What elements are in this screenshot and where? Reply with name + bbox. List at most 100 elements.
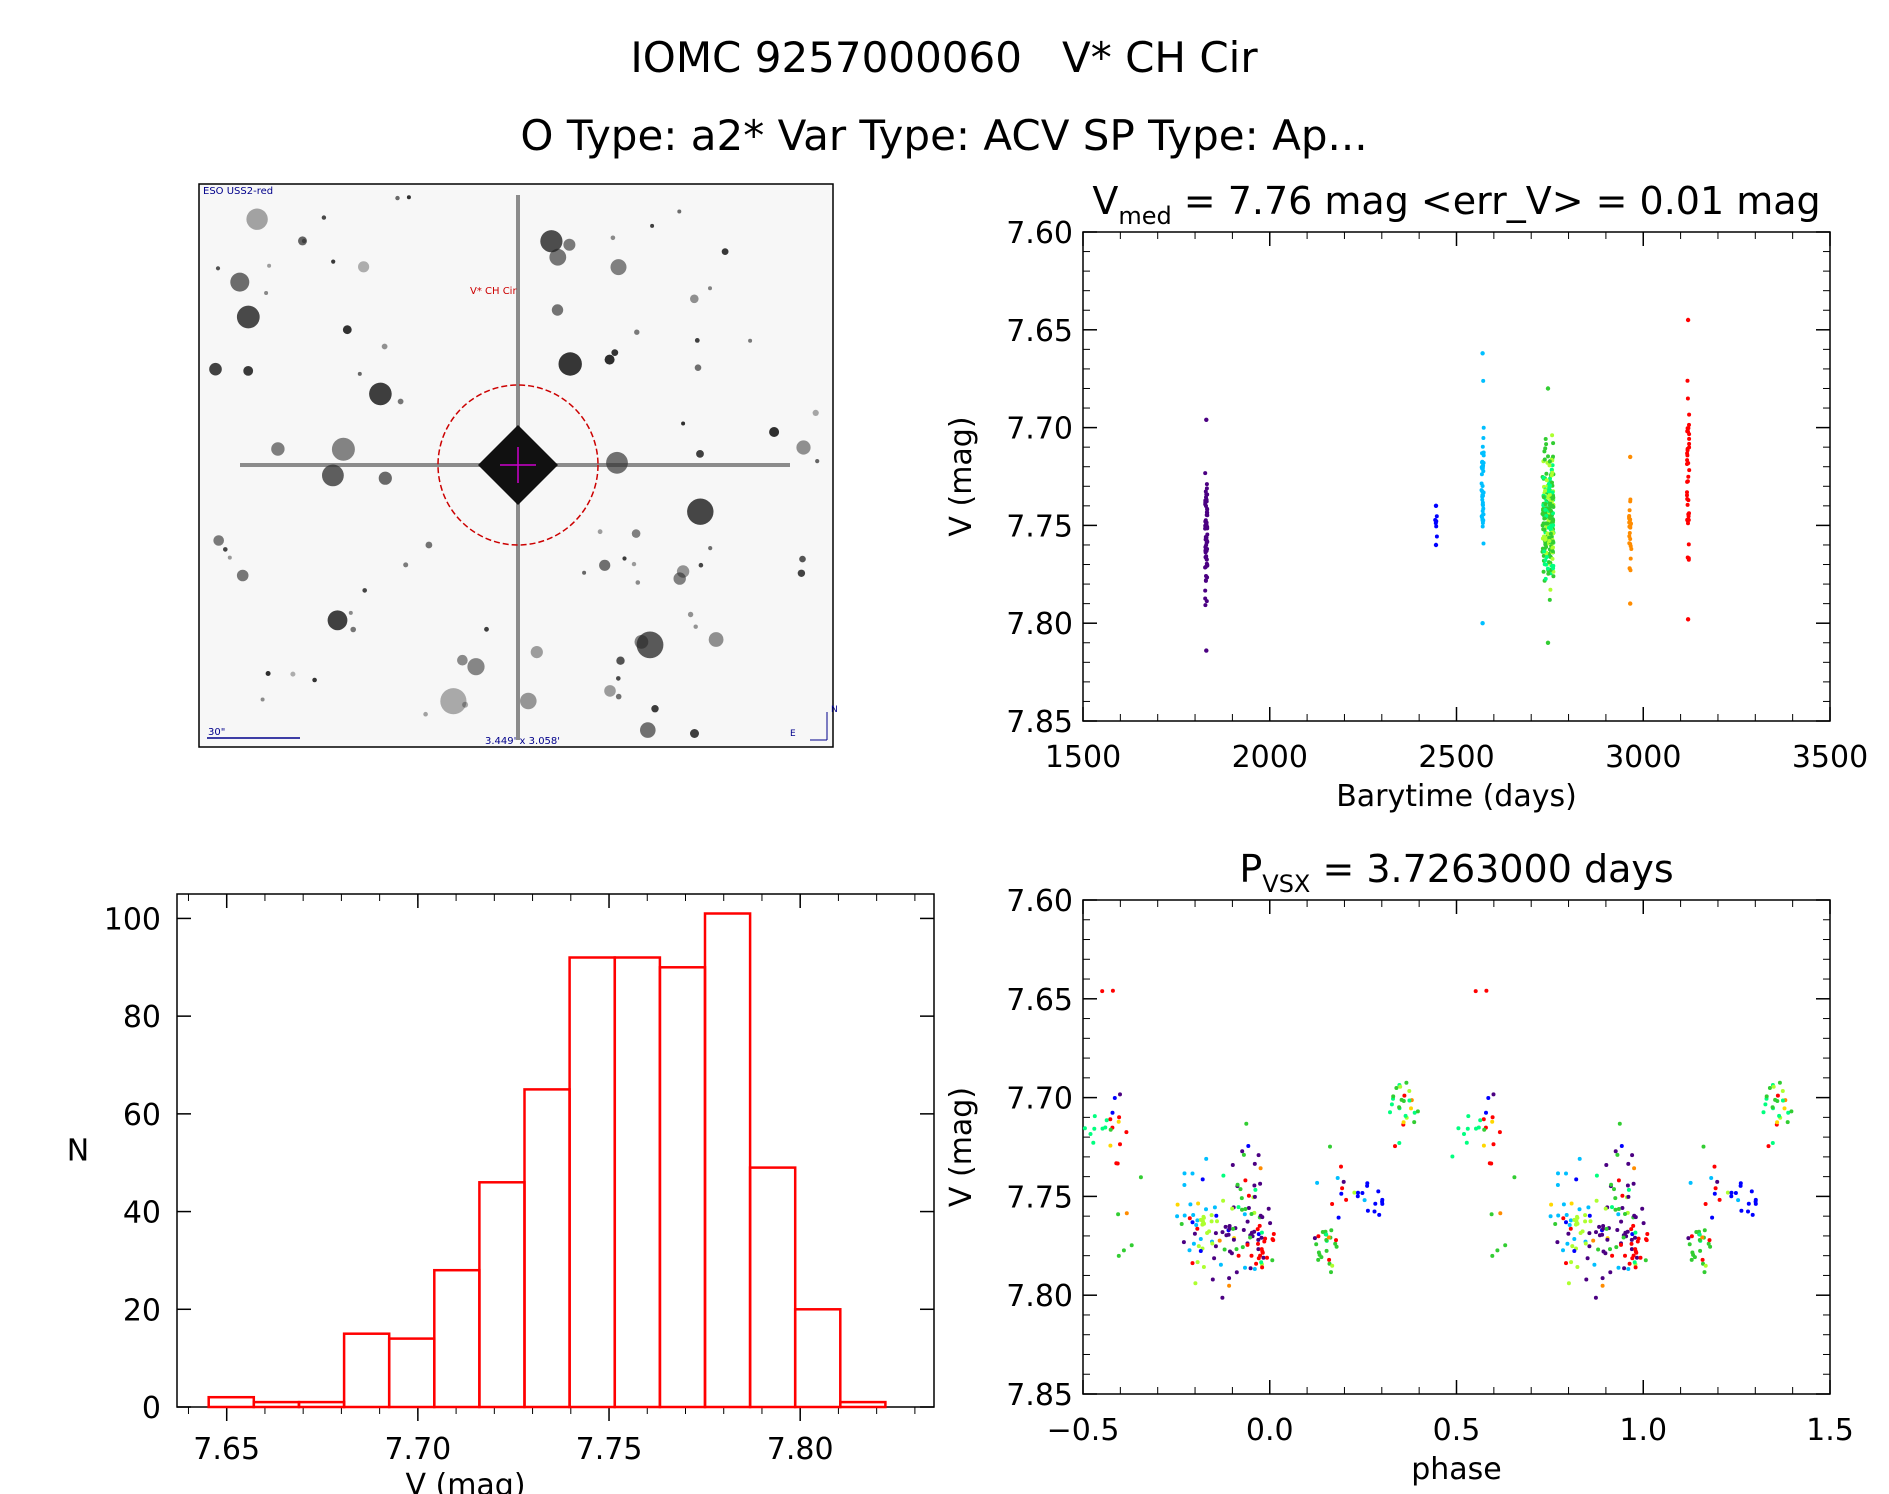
lightcurve-point xyxy=(1628,556,1633,561)
phased-point xyxy=(1252,1194,1257,1199)
lightcurve-xtick-label: 3500 xyxy=(1792,740,1868,775)
background-star xyxy=(708,632,724,647)
phased-point xyxy=(1583,1213,1588,1218)
phased-point xyxy=(1512,1175,1517,1180)
phased-point xyxy=(1462,1132,1466,1136)
phased-point xyxy=(1766,1144,1771,1149)
lightcurve-point xyxy=(1551,523,1556,528)
phased-ytick-label: 7.65 xyxy=(1006,983,1073,1018)
phased-point xyxy=(1583,1219,1588,1224)
lightcurve-xtick-label: 1500 xyxy=(1045,740,1121,775)
phased-point xyxy=(1588,1219,1593,1224)
phased-point xyxy=(1118,1092,1122,1097)
lightcurve-point xyxy=(1205,532,1210,537)
phased-point xyxy=(1632,1213,1637,1218)
histogram-bar xyxy=(433,1268,481,1409)
phased-point xyxy=(1341,1179,1346,1184)
phased-ylabel: V (mag) xyxy=(944,1087,979,1207)
phased-point xyxy=(1175,1214,1180,1219)
phased-point xyxy=(1218,1262,1223,1267)
lightcurve-point xyxy=(1541,521,1546,526)
phased-point xyxy=(1401,1120,1406,1125)
phased-point xyxy=(1271,1238,1276,1243)
phased-point xyxy=(1092,1126,1097,1131)
lightcurve-point xyxy=(1551,545,1555,550)
lightcurve-point xyxy=(1547,489,1552,494)
phased-point xyxy=(1227,1276,1232,1281)
phased-point xyxy=(1561,1248,1565,1253)
lightcurve-point xyxy=(1434,534,1439,539)
phased-point xyxy=(1243,1178,1248,1183)
phased-point xyxy=(1486,1096,1491,1100)
phased-point xyxy=(1196,1244,1201,1249)
phased-point xyxy=(1750,1212,1755,1217)
phased-point xyxy=(1356,1190,1360,1195)
histogram-ytick-label: 80 xyxy=(123,1000,161,1035)
phased-point xyxy=(1616,1212,1621,1217)
phased-point xyxy=(1620,1206,1625,1210)
phased-point xyxy=(1254,1261,1259,1266)
phased-point xyxy=(1112,1096,1117,1100)
phased-point xyxy=(1187,1248,1192,1253)
phased-point xyxy=(1362,1198,1367,1203)
phased-point xyxy=(1703,1263,1708,1268)
phased-point xyxy=(1574,1177,1579,1182)
phased-point xyxy=(1389,1102,1394,1107)
phased-point xyxy=(1738,1183,1743,1188)
phased-point xyxy=(1182,1171,1187,1176)
background-star xyxy=(290,671,296,677)
phased-point xyxy=(1489,1212,1494,1217)
phased-point xyxy=(1712,1164,1717,1169)
background-star xyxy=(348,610,353,615)
phased-point xyxy=(1574,1219,1579,1224)
phased-point xyxy=(1594,1230,1598,1235)
phased-point xyxy=(1497,1130,1502,1135)
lightcurve-point xyxy=(1548,587,1553,592)
phased-plot-frame xyxy=(1082,899,1831,1395)
phased-point xyxy=(1629,1227,1634,1232)
histogram-bar xyxy=(839,1400,887,1409)
background-star xyxy=(423,711,428,717)
phased-xtick-label: 0.5 xyxy=(1433,1413,1481,1448)
lightcurve-point xyxy=(1204,557,1209,562)
lightcurve-point xyxy=(1547,597,1552,602)
phased-point xyxy=(1234,1270,1239,1275)
phased-point xyxy=(1110,988,1115,993)
sky-image-panel: ESO USS2-red V* CH Cir 30" 3.449' x 3.05… xyxy=(198,183,838,748)
histogram-ytick-label: 0 xyxy=(142,1391,161,1426)
phased-point xyxy=(1204,1207,1208,1212)
lightcurve-point xyxy=(1547,463,1552,468)
phased-point xyxy=(1763,1102,1768,1107)
phased-point xyxy=(1725,1190,1730,1195)
phased-point xyxy=(1116,1119,1121,1124)
background-star xyxy=(358,261,370,273)
phased-ytick-label: 7.85 xyxy=(1006,1378,1073,1413)
phased-point xyxy=(1195,1218,1200,1223)
phased-point xyxy=(1221,1198,1226,1203)
lightcurve-point xyxy=(1627,520,1632,525)
phased-point xyxy=(1380,1199,1385,1204)
phased-point xyxy=(1222,1247,1227,1252)
phased-point xyxy=(1365,1183,1370,1188)
background-star xyxy=(636,631,664,659)
background-star xyxy=(350,626,357,633)
phased-point xyxy=(1344,1197,1349,1202)
phased-point xyxy=(1200,1222,1205,1227)
lightcurve-point xyxy=(1543,502,1548,507)
phased-point xyxy=(1213,1231,1218,1236)
phased-point xyxy=(1190,1171,1195,1176)
background-star xyxy=(604,685,616,697)
phased-point xyxy=(1561,1202,1566,1207)
phased-point xyxy=(1625,1183,1630,1188)
lightcurve-point xyxy=(1543,488,1548,493)
phased-point xyxy=(1587,1231,1592,1236)
phased-point xyxy=(1398,1084,1403,1089)
lightcurve-xlabel: Barytime (days) xyxy=(1336,779,1577,814)
phased-point xyxy=(1490,1115,1495,1120)
phased-point xyxy=(1739,1208,1744,1213)
phased-point xyxy=(1215,1219,1219,1224)
phased-point xyxy=(1491,1092,1496,1097)
phased-point xyxy=(1316,1257,1321,1262)
phased-point xyxy=(1260,1249,1265,1254)
histogram-xtick-label: 7.70 xyxy=(384,1432,451,1467)
